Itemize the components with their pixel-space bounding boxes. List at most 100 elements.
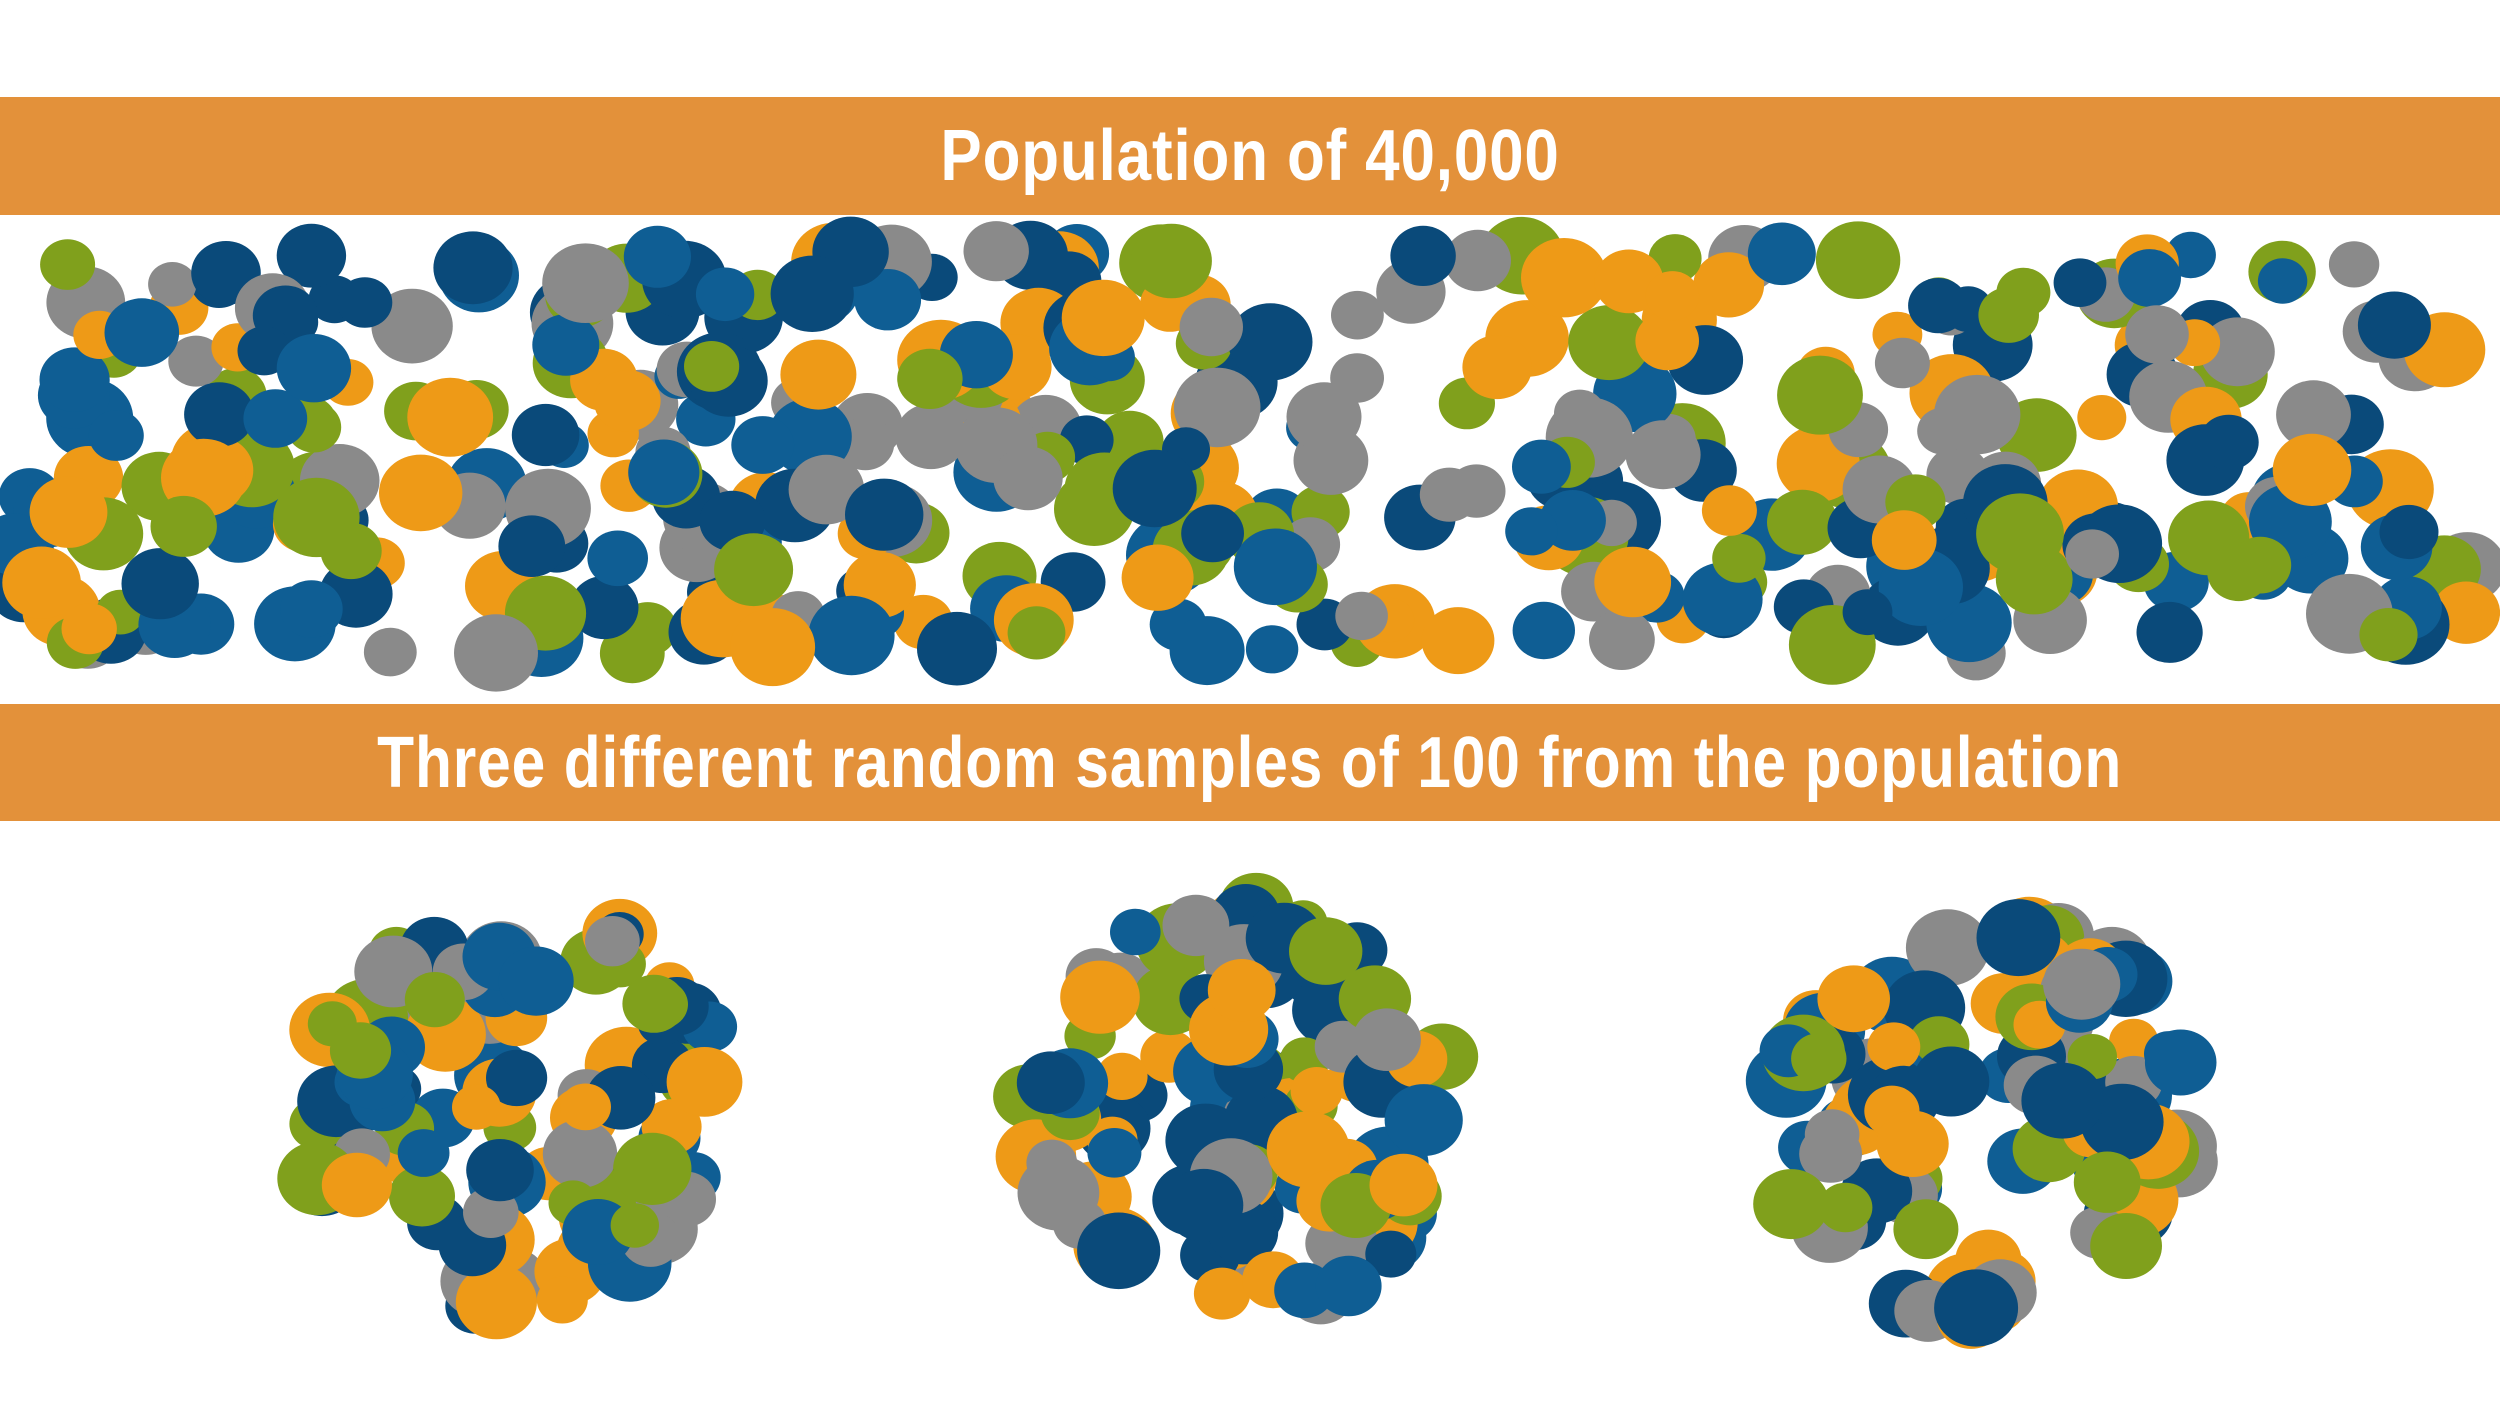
population-dot	[1112, 449, 1197, 528]
population-dot	[684, 341, 740, 392]
population-dot	[1245, 625, 1299, 674]
population-dot	[897, 348, 963, 409]
sample-1-dot	[455, 1264, 537, 1340]
population-dot	[40, 239, 96, 290]
population-dot	[1874, 337, 1930, 389]
sample-1-dot	[485, 1049, 548, 1107]
sample-1-dot	[404, 972, 465, 1028]
population-dot	[532, 314, 600, 376]
population-dot	[121, 548, 199, 620]
population-dot	[993, 446, 1063, 511]
population-dot	[1233, 528, 1317, 606]
population-dot	[2359, 608, 2418, 662]
population-dot	[1335, 591, 1388, 641]
population-dot	[695, 267, 755, 322]
sample-3-dot	[1976, 899, 2061, 977]
population-dot	[148, 262, 197, 307]
population-dot	[1390, 225, 1456, 286]
sample-1-dot	[542, 1119, 618, 1189]
population-dot	[1842, 589, 1893, 636]
population-dot	[320, 522, 382, 580]
sample-2-dot	[1352, 1008, 1421, 1071]
population-dot	[104, 298, 180, 367]
sample-2-dot	[1077, 1212, 1161, 1290]
population-dot	[498, 515, 566, 577]
population-dot	[1625, 420, 1701, 490]
population-dot	[2357, 291, 2431, 359]
sample-2-dot	[1087, 1128, 1142, 1178]
population-dot	[1007, 606, 1066, 660]
sample-3-dot	[2144, 1029, 2217, 1096]
sample-2-dot	[1110, 908, 1161, 956]
population-dot	[963, 221, 1029, 282]
population-dot	[379, 454, 463, 532]
population-dot	[243, 389, 308, 448]
population-dot	[1978, 287, 2039, 343]
population-dot	[2328, 241, 2380, 288]
sample-3-dot	[1791, 1033, 1847, 1085]
population-dot	[1908, 278, 1969, 334]
population-dot	[788, 454, 865, 525]
population-dot	[1121, 544, 1194, 611]
sample-1-dot	[622, 974, 686, 1033]
population-dot	[280, 580, 343, 638]
population-dot	[1444, 229, 1511, 292]
population-dot	[2053, 258, 2107, 307]
population-dot	[1701, 485, 1757, 536]
sample-3-dot	[2073, 1151, 2141, 1213]
samples-banner: Three different random samples of 100 fr…	[0, 704, 2500, 821]
sample-1-dot	[560, 1083, 611, 1131]
population-dot	[363, 627, 417, 677]
population-dot	[1777, 355, 1863, 435]
population-dot	[1871, 510, 1937, 570]
sample-1-dot	[321, 1152, 392, 1218]
population-dot	[2198, 414, 2259, 470]
population-dot	[29, 476, 108, 548]
sample-1-dot	[389, 1165, 455, 1227]
population-dot-field	[0, 216, 2500, 692]
population-dot	[1512, 601, 1576, 660]
population-dot	[1447, 464, 1506, 518]
samples-title: Three different random samples of 100 fr…	[377, 722, 2123, 803]
sample-3-dot	[1905, 909, 1990, 987]
population-dot	[1554, 389, 1606, 438]
population-dot	[731, 416, 795, 474]
sample-2-dot	[1207, 959, 1276, 1022]
sample-1-cluster	[277, 898, 743, 1340]
sample-3-dot	[1804, 1109, 1860, 1160]
sample-3-dot	[1753, 1169, 1830, 1240]
population-dot	[88, 410, 144, 461]
population-dot	[1331, 290, 1384, 340]
population-dot	[623, 225, 692, 288]
population-dot	[2257, 258, 2308, 304]
population-dot	[770, 255, 854, 332]
population-dot	[1061, 279, 1145, 357]
population-dot	[2200, 317, 2275, 387]
sample-3-dot	[2090, 1213, 2163, 1279]
sample-3-dot	[1818, 1182, 1873, 1233]
population-dot	[587, 530, 648, 587]
sample-3-dot	[1913, 1046, 1990, 1117]
population-dot	[1815, 221, 1901, 299]
sample-1-dot	[610, 1203, 659, 1248]
sample-3-dot	[1893, 1199, 1959, 1260]
population-dot	[337, 277, 393, 328]
population-dot	[2065, 529, 2119, 579]
population-dot	[730, 608, 816, 687]
population-dot	[628, 439, 700, 506]
sample-1-dot	[466, 1139, 534, 1202]
population-dot	[276, 223, 347, 288]
population-title: Population of 40,000	[940, 116, 1560, 196]
population-dot	[1169, 616, 1245, 686]
sample-1-dot	[585, 916, 640, 967]
population-dot	[1505, 507, 1558, 556]
population-dot	[2125, 305, 2189, 364]
sample-2-dot	[1017, 1155, 1100, 1231]
population-dot	[454, 614, 538, 692]
population-dot	[1181, 504, 1244, 563]
population-dot	[1589, 609, 1655, 670]
sample-3-dot	[2021, 1062, 2104, 1139]
population-dot	[2118, 249, 2182, 307]
population-dot	[917, 611, 997, 686]
samples-dot-field	[277, 872, 2218, 1349]
